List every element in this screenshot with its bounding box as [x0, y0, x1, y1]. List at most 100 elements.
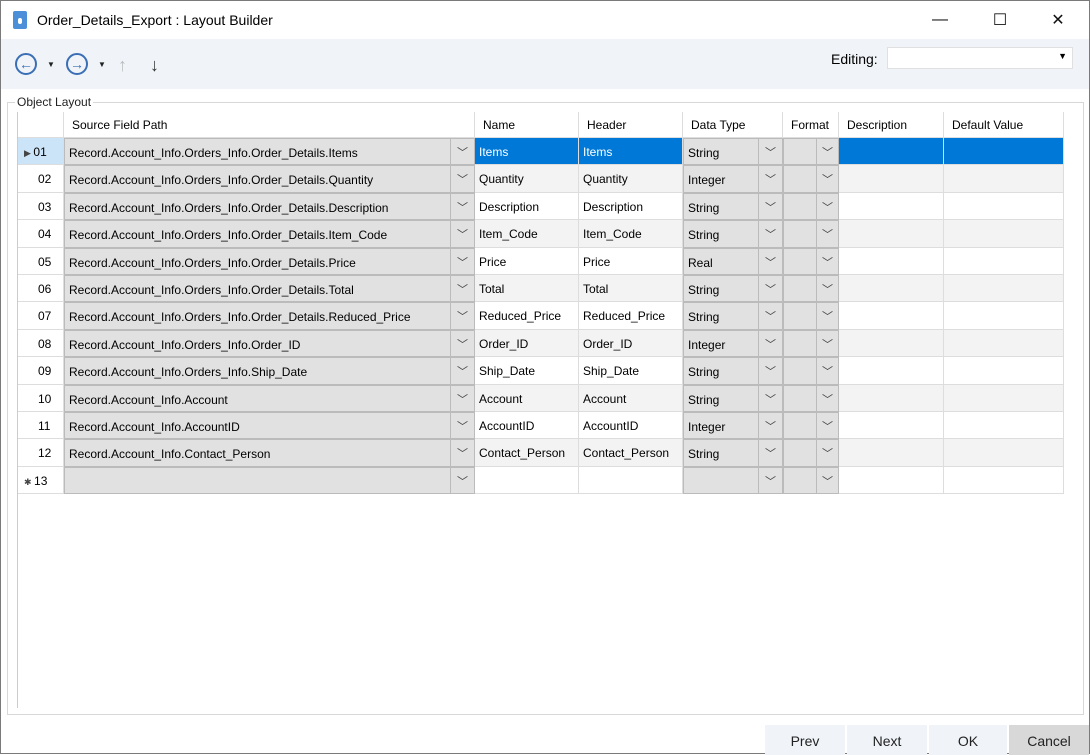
- table-row[interactable]: 09 Record.Account_Info.Orders_Info.Ship_…: [18, 357, 1064, 385]
- data-type-combo[interactable]: Real ﹀: [683, 247, 783, 275]
- name-cell[interactable]: Quantity: [475, 165, 579, 193]
- row-number[interactable]: ▶ 01: [18, 138, 64, 166]
- row-number[interactable]: 10: [18, 384, 64, 412]
- name-cell[interactable]: Ship_Date: [475, 357, 579, 385]
- chevron-down-icon[interactable]: ﹀: [816, 467, 838, 494]
- chevron-down-icon[interactable]: ﹀: [758, 358, 782, 384]
- minimize-button[interactable]: —: [932, 11, 948, 28]
- cancel-button[interactable]: Cancel: [1009, 725, 1089, 755]
- chevron-down-icon[interactable]: ﹀: [758, 330, 782, 357]
- source-field-path-combo[interactable]: Record.Account_Info.Orders_Info.Order_De…: [64, 247, 475, 275]
- description-cell[interactable]: [839, 329, 944, 358]
- source-field-path-combo[interactable]: Record.Account_Info.Orders_Info.Order_De…: [64, 302, 475, 330]
- data-type-combo[interactable]: String ﹀: [683, 384, 783, 412]
- name-cell[interactable]: Contact_Person: [475, 439, 579, 467]
- table-row[interactable]: ▶ 01 Record.Account_Info.Orders_Info.Ord…: [18, 138, 1064, 166]
- format-combo[interactable]: ﹀: [783, 165, 839, 193]
- table-row[interactable]: ✱ 13 ﹀ ﹀ ﹀: [18, 466, 1064, 495]
- format-combo[interactable]: ﹀: [783, 329, 839, 358]
- chevron-down-icon[interactable]: ﹀: [816, 166, 838, 192]
- source-field-path-combo[interactable]: Record.Account_Info.Orders_Info.Order_De…: [64, 165, 475, 193]
- chevron-down-icon[interactable]: ﹀: [450, 193, 474, 220]
- source-field-path-combo[interactable]: Record.Account_Info.Orders_Info.Order_ID…: [64, 329, 475, 358]
- name-cell[interactable]: Account: [475, 384, 579, 412]
- default-value-cell[interactable]: [944, 165, 1064, 193]
- move-up-icon[interactable]: ↑: [118, 55, 127, 75]
- description-cell[interactable]: [839, 466, 944, 495]
- description-cell[interactable]: [839, 275, 944, 303]
- chevron-down-icon[interactable]: ﹀: [450, 139, 474, 165]
- col-source-field-path[interactable]: Source Field Path: [64, 112, 475, 138]
- data-type-combo[interactable]: ﹀: [683, 466, 783, 495]
- name-cell[interactable]: Items: [475, 138, 579, 166]
- description-cell[interactable]: [839, 192, 944, 221]
- move-down-icon[interactable]: ↓: [150, 55, 159, 75]
- default-value-cell[interactable]: [944, 466, 1064, 495]
- description-cell[interactable]: [839, 165, 944, 193]
- col-default-value[interactable]: Default Value: [944, 112, 1064, 138]
- maximize-button[interactable]: ☐: [992, 12, 1008, 29]
- name-cell[interactable]: AccountID: [475, 412, 579, 440]
- chevron-down-icon[interactable]: ﹀: [758, 413, 782, 439]
- editing-select[interactable]: ▼: [887, 47, 1073, 69]
- data-type-combo[interactable]: Integer ﹀: [683, 412, 783, 440]
- chevron-down-icon[interactable]: ﹀: [758, 440, 782, 466]
- source-field-path-combo[interactable]: Record.Account_Info.Orders_Info.Order_De…: [64, 220, 475, 248]
- prev-button[interactable]: Prev: [765, 725, 845, 755]
- name-cell[interactable]: Order_ID: [475, 329, 579, 358]
- chevron-down-icon[interactable]: ﹀: [816, 358, 838, 384]
- back-button[interactable]: ←: [15, 53, 37, 75]
- description-cell[interactable]: [839, 412, 944, 440]
- header-cell[interactable]: [579, 466, 683, 495]
- name-cell[interactable]: Price: [475, 247, 579, 275]
- table-row[interactable]: 02 Record.Account_Info.Orders_Info.Order…: [18, 165, 1064, 193]
- chevron-down-icon[interactable]: ﹀: [450, 330, 474, 357]
- description-cell[interactable]: [839, 357, 944, 385]
- data-type-combo[interactable]: String ﹀: [683, 138, 783, 166]
- default-value-cell[interactable]: [944, 329, 1064, 358]
- format-combo[interactable]: ﹀: [783, 384, 839, 412]
- default-value-cell[interactable]: [944, 412, 1064, 440]
- format-combo[interactable]: ﹀: [783, 247, 839, 275]
- default-value-cell[interactable]: [944, 357, 1064, 385]
- col-header[interactable]: Header: [579, 112, 683, 138]
- row-number[interactable]: 04: [18, 220, 64, 248]
- chevron-down-icon[interactable]: ﹀: [816, 413, 838, 439]
- chevron-down-icon[interactable]: ﹀: [758, 221, 782, 247]
- table-row[interactable]: 12 Record.Account_Info.Contact_Person ﹀ C…: [18, 439, 1064, 467]
- data-type-combo[interactable]: String ﹀: [683, 439, 783, 467]
- default-value-cell[interactable]: [944, 138, 1064, 166]
- description-cell[interactable]: [839, 247, 944, 275]
- data-type-combo[interactable]: String ﹀: [683, 220, 783, 248]
- format-combo[interactable]: ﹀: [783, 138, 839, 166]
- description-cell[interactable]: [839, 302, 944, 330]
- col-description[interactable]: Description: [839, 112, 944, 138]
- header-cell[interactable]: Description: [579, 192, 683, 221]
- chevron-down-icon[interactable]: ﹀: [450, 303, 474, 329]
- table-row[interactable]: 10 Record.Account_Info.Account ﹀ Account …: [18, 384, 1064, 412]
- default-value-cell[interactable]: [944, 384, 1064, 412]
- format-combo[interactable]: ﹀: [783, 357, 839, 385]
- header-cell[interactable]: Total: [579, 275, 683, 303]
- source-field-path-combo[interactable]: Record.Account_Info.Orders_Info.Order_De…: [64, 192, 475, 221]
- row-number[interactable]: 02: [18, 165, 64, 193]
- chevron-down-icon[interactable]: ﹀: [816, 440, 838, 466]
- row-number[interactable]: 12: [18, 439, 64, 467]
- table-row[interactable]: 03 Record.Account_Info.Orders_Info.Order…: [18, 192, 1064, 221]
- name-cell[interactable]: [475, 466, 579, 495]
- data-type-combo[interactable]: String ﹀: [683, 275, 783, 303]
- next-button[interactable]: Next: [847, 725, 927, 755]
- chevron-down-icon[interactable]: ﹀: [758, 193, 782, 220]
- format-combo[interactable]: ﹀: [783, 466, 839, 495]
- source-field-path-combo[interactable]: Record.Account_Info.Orders_Info.Order_De…: [64, 275, 475, 303]
- format-combo[interactable]: ﹀: [783, 192, 839, 221]
- chevron-down-icon[interactable]: ﹀: [816, 248, 838, 274]
- name-cell[interactable]: Reduced_Price: [475, 302, 579, 330]
- row-number[interactable]: 03: [18, 192, 64, 221]
- table-row[interactable]: 07 Record.Account_Info.Orders_Info.Order…: [18, 302, 1064, 330]
- chevron-down-icon[interactable]: ﹀: [758, 303, 782, 329]
- header-cell[interactable]: Item_Code: [579, 220, 683, 248]
- chevron-down-icon[interactable]: ﹀: [816, 193, 838, 220]
- header-cell[interactable]: Quantity: [579, 165, 683, 193]
- col-name[interactable]: Name: [475, 112, 579, 138]
